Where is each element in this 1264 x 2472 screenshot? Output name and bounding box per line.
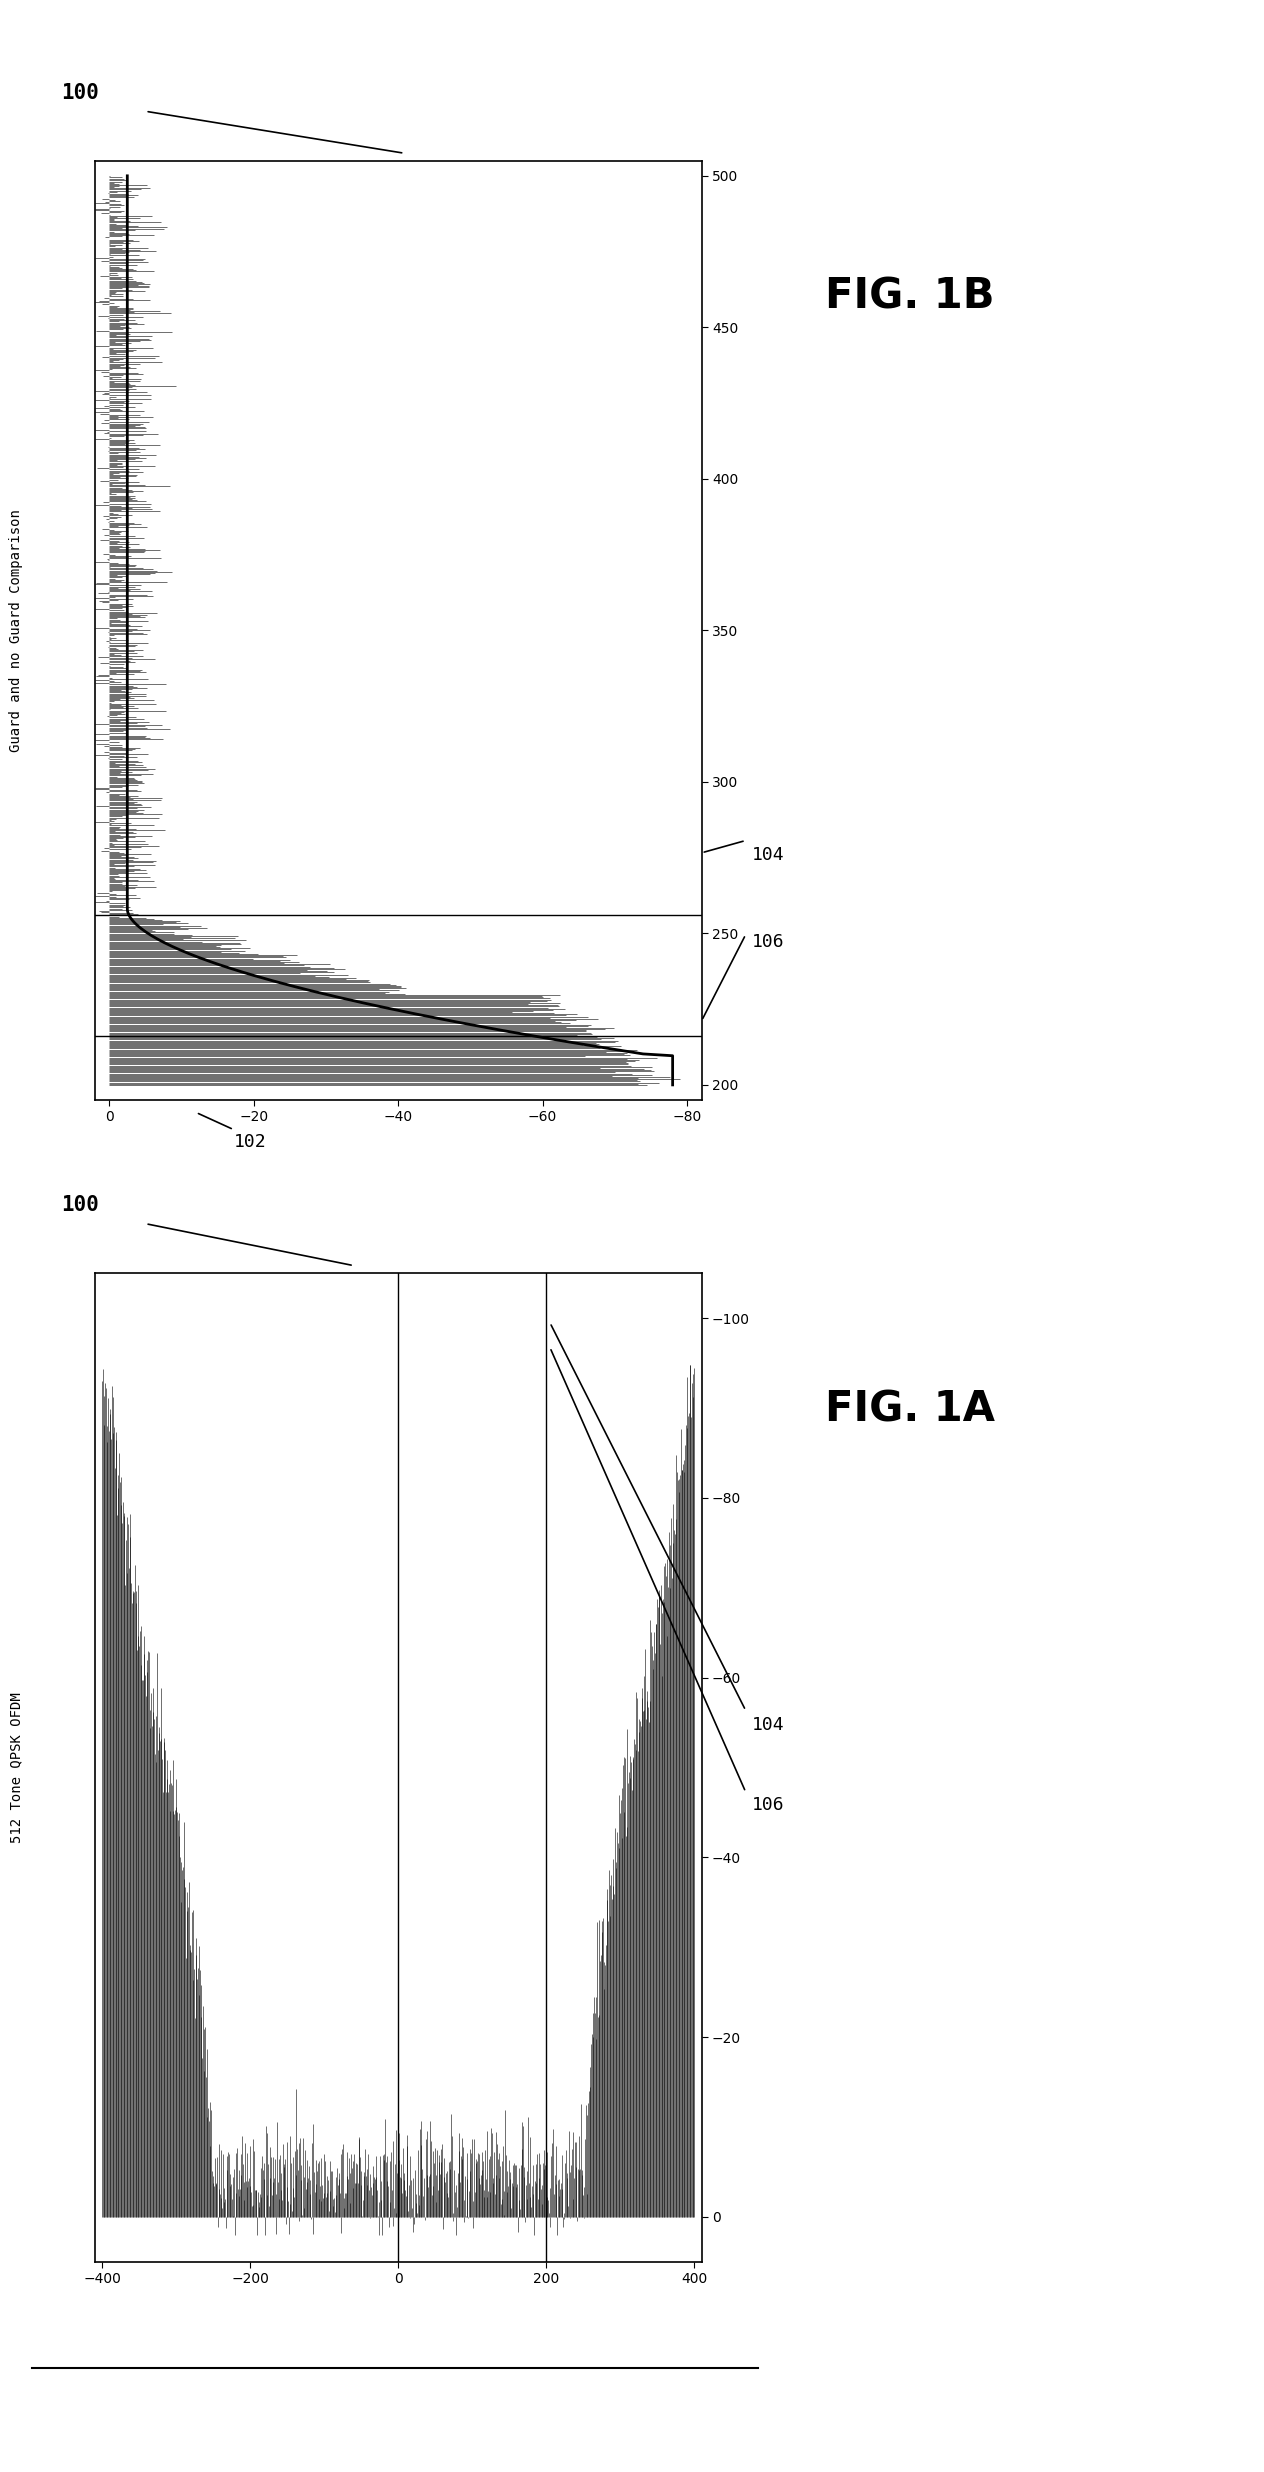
Text: 104: 104 xyxy=(752,845,785,865)
Text: 104: 104 xyxy=(752,1716,785,1735)
Text: FIG. 1A: FIG. 1A xyxy=(825,1389,995,1429)
Text: 100: 100 xyxy=(61,1196,99,1216)
Text: 106: 106 xyxy=(752,1795,785,1814)
Text: 106: 106 xyxy=(752,932,785,952)
Text: 512 Tone QPSK OFDM: 512 Tone QPSK OFDM xyxy=(9,1693,23,1842)
Text: FIG. 1B: FIG. 1B xyxy=(825,277,995,316)
Text: Guard and no Guard Comparison: Guard and no Guard Comparison xyxy=(9,509,23,751)
Text: 100: 100 xyxy=(61,84,99,104)
Text: 102: 102 xyxy=(234,1132,267,1152)
